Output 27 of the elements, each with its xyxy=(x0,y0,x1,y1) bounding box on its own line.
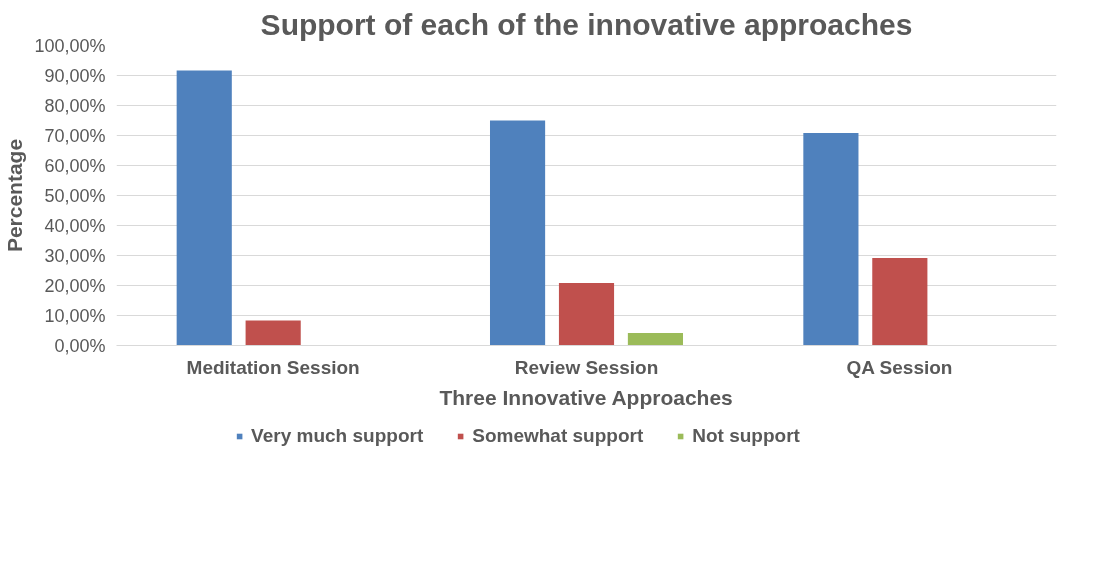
y-tick-label: 70,00% xyxy=(44,125,106,146)
y-tick-label: 0,00% xyxy=(54,335,106,356)
y-tick-label: 60,00% xyxy=(44,155,106,176)
y-tick-label: 80,00% xyxy=(44,95,106,116)
y-tick-label: 20,00% xyxy=(44,275,106,296)
legend-label: Very much support xyxy=(251,425,424,447)
bar xyxy=(627,332,684,346)
x-tick-label: QA Session xyxy=(846,356,953,378)
y-tick-label: 40,00% xyxy=(44,215,106,236)
chart-title: Support of each of the innovative approaches xyxy=(260,7,913,41)
y-tick-label: 100,00% xyxy=(34,35,106,56)
x-tick-label: Review Session xyxy=(514,356,659,378)
bar xyxy=(558,283,615,346)
y-tick-label: 90,00% xyxy=(44,65,106,86)
bar xyxy=(872,257,928,346)
y-axis-title: Percentage xyxy=(3,138,27,253)
y-tick-label: 10,00% xyxy=(44,305,106,326)
legend-label: Somewhat support xyxy=(472,425,644,447)
y-tick-label: 30,00% xyxy=(44,245,106,266)
bar xyxy=(803,133,859,346)
bar xyxy=(176,70,232,346)
legend-label: Not support xyxy=(692,425,800,447)
bar xyxy=(489,120,546,346)
y-tick-label: 50,00% xyxy=(44,185,106,206)
x-axis-title: Three Innovative Approaches xyxy=(439,385,733,409)
bar xyxy=(245,320,301,346)
x-tick-label: Meditation Session xyxy=(186,356,360,378)
